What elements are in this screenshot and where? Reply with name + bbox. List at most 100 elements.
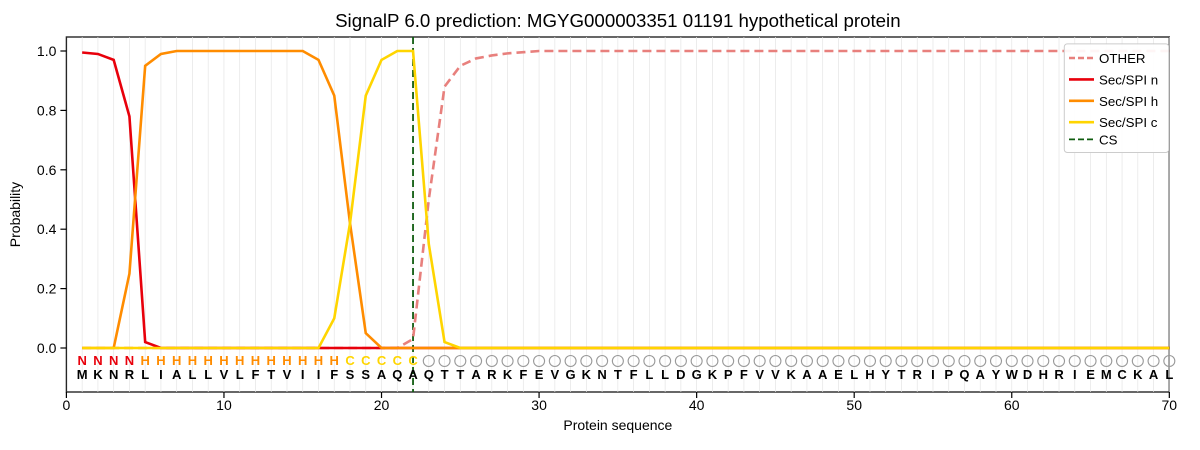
svg-text:F: F [519,367,527,382]
svg-text:T: T [897,367,905,382]
svg-text:E: E [1086,367,1095,382]
svg-text:Protein sequence: Protein sequence [563,417,672,433]
svg-text:I: I [159,367,163,382]
svg-text:M: M [77,367,88,382]
svg-text:0: 0 [63,397,71,413]
svg-text:C: C [377,353,387,368]
svg-text:I: I [1073,367,1077,382]
svg-text:G: G [566,367,576,382]
svg-text:N: N [125,353,134,368]
svg-text:60: 60 [1004,397,1020,413]
svg-text:70: 70 [1162,397,1178,413]
svg-text:L: L [236,367,244,382]
svg-text:H: H [267,353,276,368]
svg-text:K: K [1133,367,1143,382]
svg-text:N: N [109,353,118,368]
svg-text:V: V [771,367,780,382]
svg-text:A: A [802,367,812,382]
svg-text:H: H [314,353,323,368]
svg-text:0.8: 0.8 [37,102,57,118]
svg-text:C: C [361,353,371,368]
svg-text:F: F [740,367,748,382]
svg-text:S: S [361,367,370,382]
svg-text:A: A [818,367,828,382]
svg-text:H: H [1039,367,1048,382]
svg-text:Q: Q [424,367,434,382]
svg-text:Q: Q [392,367,402,382]
svg-text:10: 10 [216,397,232,413]
svg-text:N: N [93,353,102,368]
svg-text:H: H [865,367,874,382]
svg-text:L: L [850,367,858,382]
svg-text:H: H [282,353,291,368]
svg-text:A: A [471,367,481,382]
svg-text:CS: CS [1099,132,1118,147]
svg-text:0.4: 0.4 [37,221,57,237]
svg-text:V: V [220,367,229,382]
svg-text:A: A [377,367,387,382]
svg-text:L: L [1165,367,1173,382]
svg-text:D: D [676,367,685,382]
svg-text:K: K [582,367,592,382]
svg-text:K: K [93,367,103,382]
svg-text:N: N [597,367,606,382]
svg-text:P: P [724,367,733,382]
svg-text:H: H [330,353,339,368]
svg-text:40: 40 [689,397,705,413]
svg-text:H: H [251,353,260,368]
svg-text:T: T [614,367,622,382]
svg-text:N: N [109,367,118,382]
svg-text:H: H [172,353,181,368]
svg-text:C: C [1117,367,1127,382]
svg-text:R: R [913,367,923,382]
svg-text:M: M [1101,367,1112,382]
svg-text:1.0: 1.0 [37,43,57,59]
svg-text:H: H [235,353,244,368]
svg-text:T: T [456,367,464,382]
svg-text:L: L [204,367,212,382]
svg-text:S: S [346,367,355,382]
svg-text:H: H [219,353,228,368]
svg-text:K: K [708,367,718,382]
svg-text:P: P [944,367,953,382]
svg-text:L: L [188,367,196,382]
svg-text:A: A [172,367,182,382]
svg-text:E: E [834,367,843,382]
svg-text:Y: Y [992,367,1001,382]
svg-text:Probability: Probability [7,182,23,247]
svg-text:50: 50 [846,397,862,413]
svg-text:A: A [408,367,418,382]
svg-text:V: V [283,367,292,382]
svg-text:Sec/SPI n: Sec/SPI n [1099,72,1158,87]
svg-text:R: R [487,367,497,382]
svg-text:0.2: 0.2 [37,281,57,297]
svg-text:T: T [267,367,275,382]
svg-text:20: 20 [374,397,390,413]
svg-text:Sec/SPI h: Sec/SPI h [1099,94,1158,109]
svg-text:F: F [330,367,338,382]
svg-text:G: G [692,367,702,382]
svg-text:K: K [786,367,796,382]
svg-text:L: L [645,367,653,382]
svg-text:H: H [204,353,213,368]
svg-text:F: F [630,367,638,382]
svg-text:H: H [188,353,197,368]
svg-text:L: L [661,367,669,382]
svg-text:H: H [298,353,307,368]
svg-text:D: D [1023,367,1032,382]
svg-text:H: H [140,353,149,368]
svg-text:R: R [125,367,135,382]
svg-text:H: H [156,353,165,368]
svg-text:A: A [976,367,986,382]
svg-text:I: I [931,367,935,382]
svg-text:C: C [408,353,418,368]
svg-text:F: F [251,367,259,382]
svg-text:Sec/SPI c: Sec/SPI c [1099,115,1158,130]
svg-text:0.6: 0.6 [37,162,57,178]
svg-text:E: E [535,367,544,382]
svg-text:R: R [1054,367,1064,382]
svg-text:I: I [301,367,305,382]
svg-text:0.0: 0.0 [37,340,57,356]
svg-text:C: C [345,353,355,368]
svg-text:I: I [317,367,321,382]
